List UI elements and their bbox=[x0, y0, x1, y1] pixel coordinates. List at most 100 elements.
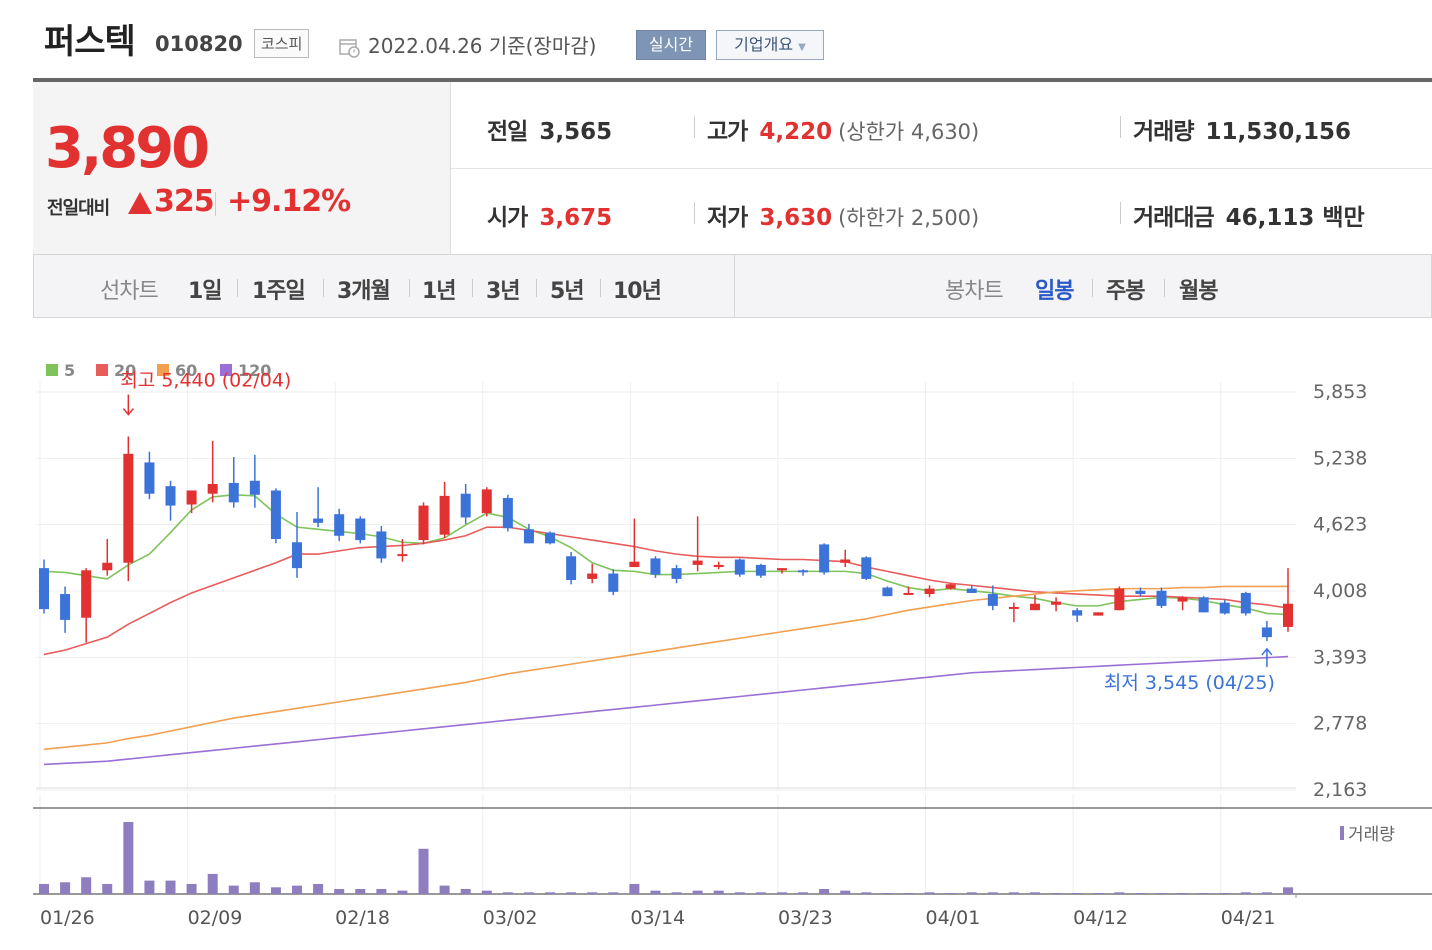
stat-open: 시가 3,675 bbox=[487, 198, 612, 232]
candle-body bbox=[334, 514, 345, 536]
candle bbox=[734, 558, 745, 577]
volume-bar bbox=[1261, 892, 1272, 894]
volume-bar bbox=[313, 883, 324, 894]
candle bbox=[39, 559, 49, 614]
tab-1day[interactable]: 1일 bbox=[188, 279, 223, 304]
legend-label: 5 bbox=[64, 361, 75, 380]
change-amount: 325 bbox=[154, 184, 215, 219]
candle bbox=[819, 543, 830, 575]
volume-bar bbox=[144, 880, 155, 894]
low-arrow-head bbox=[1261, 647, 1273, 656]
volume-bar bbox=[966, 892, 977, 894]
tab-10year[interactable]: 10년 bbox=[613, 279, 662, 304]
candle-body bbox=[418, 505, 429, 541]
volume-bar bbox=[81, 877, 92, 894]
candle-body bbox=[882, 587, 893, 597]
ma-line-60 bbox=[43, 585, 1288, 751]
volume-bar bbox=[1177, 893, 1188, 894]
tab-monthly[interactable]: 월봉 bbox=[1179, 279, 1218, 304]
tab-1week[interactable]: 1주일 bbox=[252, 279, 306, 304]
candle bbox=[1198, 596, 1209, 613]
legend-swatch bbox=[220, 364, 232, 376]
candle-body bbox=[924, 588, 935, 595]
candle bbox=[903, 586, 914, 595]
volume-bar bbox=[755, 892, 766, 894]
volume-bar bbox=[840, 890, 851, 894]
volume-bar bbox=[629, 883, 640, 894]
candle-body bbox=[861, 557, 872, 579]
candle bbox=[587, 563, 598, 584]
volume-bar bbox=[798, 892, 809, 894]
tab-5year[interactable]: 5년 bbox=[550, 279, 585, 304]
divider bbox=[694, 202, 695, 224]
tab-3year[interactable]: 3년 bbox=[486, 279, 521, 304]
legend-label: 120 bbox=[238, 361, 271, 380]
volume-bar bbox=[566, 892, 577, 894]
candle bbox=[165, 480, 176, 521]
header-divider bbox=[33, 78, 1432, 82]
volume-bar bbox=[1219, 893, 1230, 894]
price-chart: 5,853 5,238 4,623 4,008 3,393 2,778 2,163 5 20 60… bbox=[33, 361, 1432, 929]
divider bbox=[536, 279, 537, 297]
candle-body bbox=[186, 490, 197, 505]
candle-body bbox=[1135, 590, 1146, 595]
volume-bar bbox=[460, 888, 471, 894]
stock-code: 010820 bbox=[155, 32, 243, 56]
candle bbox=[60, 586, 71, 633]
candle bbox=[439, 481, 450, 538]
volume-legend-swatch bbox=[1340, 826, 1344, 840]
volume-bar bbox=[123, 822, 134, 894]
current-price: 3,890 bbox=[45, 116, 210, 181]
candle-body bbox=[713, 564, 724, 568]
line-chart-label: 선차트 bbox=[100, 279, 159, 304]
volume-bar bbox=[987, 892, 998, 894]
candle-body bbox=[798, 570, 809, 573]
volume-bar bbox=[39, 883, 49, 894]
volume-bar bbox=[1114, 892, 1125, 894]
candle-body bbox=[1177, 597, 1188, 602]
candle bbox=[713, 561, 724, 570]
candle bbox=[1261, 620, 1272, 641]
legend-swatch bbox=[96, 364, 108, 376]
divider bbox=[323, 279, 324, 297]
volume-bar bbox=[334, 888, 345, 894]
volume-bar bbox=[397, 890, 408, 894]
tab-3month[interactable]: 3개월 bbox=[337, 279, 391, 304]
candle bbox=[1156, 587, 1167, 609]
x-tick-label: 01/26 bbox=[40, 907, 95, 929]
legend-label: 20 bbox=[114, 361, 136, 380]
tab-1year[interactable]: 1년 bbox=[422, 279, 457, 304]
volume-bar bbox=[481, 890, 492, 894]
realtime-button[interactable]: 실시간 bbox=[636, 30, 706, 60]
candle-body bbox=[840, 559, 851, 563]
candle bbox=[755, 563, 766, 578]
x-tick-label: 04/21 bbox=[1221, 907, 1276, 929]
candle-body bbox=[313, 518, 324, 523]
candle bbox=[1283, 568, 1293, 632]
candle-body bbox=[966, 588, 977, 593]
stat-sub: (상한가 4,630) bbox=[838, 120, 980, 144]
candle-body bbox=[650, 558, 661, 575]
candle bbox=[987, 585, 998, 611]
stat-high: 고가 4,220 (상한가 4,630) bbox=[707, 112, 979, 146]
volume-bar bbox=[587, 892, 598, 894]
divider bbox=[694, 116, 695, 138]
volume-bar bbox=[249, 882, 260, 894]
volume-bar bbox=[270, 887, 281, 894]
calendar-icon bbox=[339, 39, 360, 58]
tab-bar-divider bbox=[734, 255, 735, 317]
volume-bar bbox=[819, 888, 830, 894]
candle bbox=[228, 457, 239, 508]
candle-body bbox=[903, 592, 914, 595]
candle bbox=[460, 484, 471, 524]
divider bbox=[215, 192, 216, 216]
stock-header: 퍼스텍 010820 코스피 2022.04.26 기준(장마감) 실시간 기업… bbox=[0, 0, 1432, 78]
company-overview-button[interactable]: 기업개요 ▼ bbox=[716, 30, 824, 60]
candle-body bbox=[1008, 606, 1019, 609]
ma-line-20 bbox=[43, 526, 1289, 656]
tab-weekly[interactable]: 주봉 bbox=[1106, 279, 1145, 304]
tab-daily[interactable]: 일봉 bbox=[1035, 279, 1074, 304]
volume-bar bbox=[1283, 887, 1293, 894]
candle-body bbox=[523, 529, 534, 544]
y-tick-label: 2,778 bbox=[1313, 713, 1367, 735]
